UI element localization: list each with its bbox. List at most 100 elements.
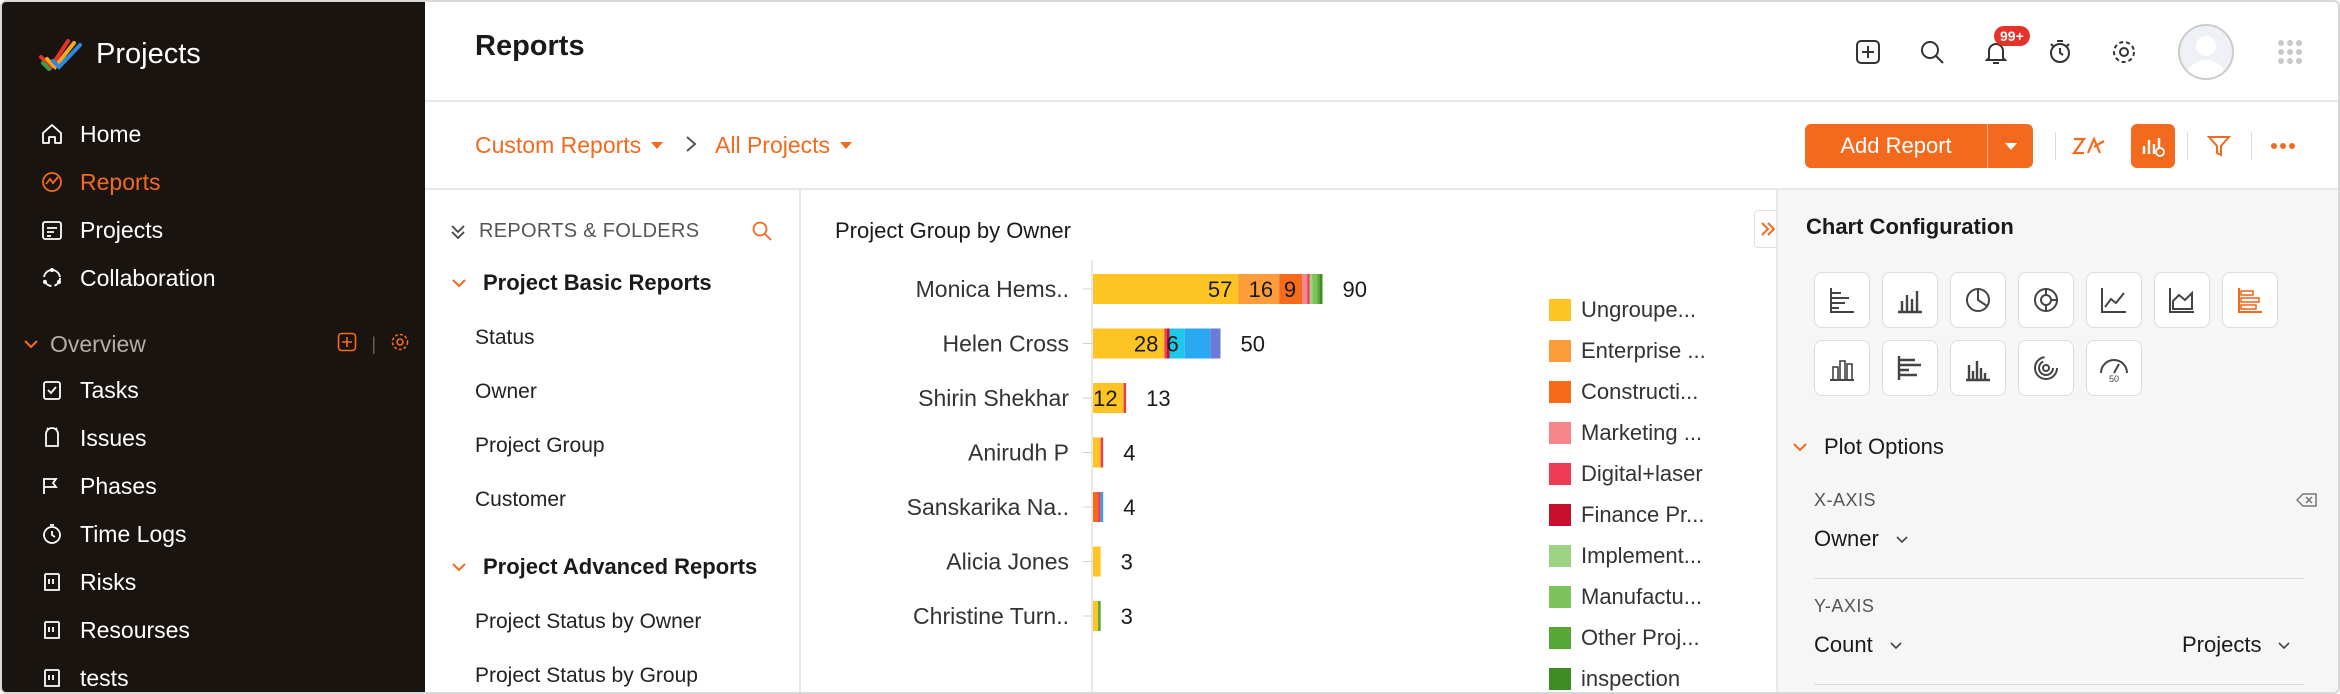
reports-folders-header[interactable]: REPORTS & FOLDERS bbox=[449, 220, 699, 243]
chart-type-histogram[interactable] bbox=[1950, 340, 2006, 396]
report-item-status[interactable]: Status bbox=[475, 326, 535, 349]
timer-icon[interactable] bbox=[2028, 20, 2092, 84]
notification-badge: 99+ bbox=[1994, 26, 2030, 46]
bar-segment[interactable] bbox=[1166, 328, 1170, 359]
sidebar-item-resources[interactable]: Resourses bbox=[38, 610, 190, 650]
all-projects-dropdown[interactable]: All Projects bbox=[715, 132, 853, 159]
clear-icon[interactable] bbox=[2295, 492, 2318, 513]
chart-type-pie[interactable] bbox=[1950, 272, 2006, 328]
bar-segment[interactable] bbox=[1098, 492, 1101, 522]
sidebar-item-timelogs[interactable]: Time Logs bbox=[38, 514, 187, 554]
total-label: 90 bbox=[1343, 277, 1367, 302]
bar-segment[interactable] bbox=[1317, 274, 1320, 304]
y-axis-measure-select[interactable]: Projects bbox=[2182, 632, 2293, 658]
bar-segment[interactable] bbox=[1184, 328, 1211, 359]
legend-item[interactable]: inspection bbox=[1549, 665, 1680, 692]
report-item-status-by-owner[interactable]: Project Status by Owner bbox=[475, 610, 702, 633]
zia-icon[interactable] bbox=[2067, 124, 2111, 168]
legend-swatch bbox=[1549, 422, 1571, 444]
bar-segment[interactable] bbox=[1098, 601, 1101, 631]
chart-type-gauge[interactable]: 50 bbox=[2086, 340, 2142, 396]
tasks-icon bbox=[38, 376, 66, 404]
sidebar-item-tests[interactable]: tests bbox=[38, 658, 129, 692]
add-new-icon[interactable] bbox=[1836, 20, 1900, 84]
chart-settings-icon[interactable] bbox=[2131, 124, 2175, 168]
bar-segment[interactable] bbox=[1279, 274, 1303, 304]
folder-project-advanced-reports[interactable]: Project Advanced Reports bbox=[449, 554, 757, 580]
bar-segment[interactable] bbox=[1093, 546, 1101, 577]
bar-segment[interactable] bbox=[1312, 274, 1318, 304]
legend-item[interactable]: Other Proj... bbox=[1549, 624, 1700, 652]
report-item-customer[interactable]: Customer bbox=[475, 488, 567, 511]
bar-segment[interactable] bbox=[1100, 437, 1104, 468]
x-axis-select[interactable]: Owner bbox=[1814, 526, 1911, 552]
chart-type-column[interactable] bbox=[1882, 272, 1938, 328]
legend-item[interactable]: Marketing ... bbox=[1549, 419, 1702, 447]
sidebar-item-projects[interactable]: Projects bbox=[38, 210, 163, 250]
folder-project-basic-reports[interactable]: Project Basic Reports bbox=[449, 270, 712, 296]
sidebar-item-reports[interactable]: Reports bbox=[38, 162, 161, 202]
legend-item[interactable]: Digital+laser bbox=[1549, 460, 1703, 488]
search-icon[interactable] bbox=[751, 220, 773, 247]
bar-segment[interactable] bbox=[1164, 328, 1167, 359]
filter-icon[interactable] bbox=[2197, 124, 2241, 168]
chart-type-stacked-bar[interactable] bbox=[2222, 272, 2278, 328]
chart-type-radial[interactable] bbox=[2018, 340, 2074, 396]
chart-type-line[interactable] bbox=[2086, 272, 2142, 328]
chart-type-area[interactable] bbox=[2154, 272, 2210, 328]
bar-segment[interactable] bbox=[1307, 274, 1310, 304]
add-report-button[interactable]: Add Report bbox=[1805, 124, 2033, 168]
gear-icon[interactable] bbox=[2092, 20, 2156, 84]
bar-segment[interactable] bbox=[1169, 328, 1185, 359]
bar-segment[interactable] bbox=[1123, 383, 1127, 413]
chart-type-donut[interactable] bbox=[2018, 272, 2074, 328]
legend-item[interactable]: Finance Pr... bbox=[1549, 501, 1705, 529]
custom-reports-dropdown[interactable]: Custom Reports bbox=[475, 132, 664, 159]
more-options-icon[interactable] bbox=[2261, 124, 2305, 168]
bar-segment[interactable] bbox=[1093, 274, 1239, 304]
chart-type-bar[interactable] bbox=[1814, 272, 1870, 328]
legend-item[interactable]: Ungroupe... bbox=[1549, 296, 1696, 324]
report-item-owner[interactable]: Owner bbox=[475, 380, 537, 403]
plot-options-header[interactable]: Plot Options bbox=[1790, 434, 1944, 460]
sidebar-item-phases[interactable]: Phases bbox=[38, 466, 157, 506]
bar-segment[interactable] bbox=[1210, 328, 1221, 359]
bar-segment[interactable] bbox=[1093, 383, 1124, 413]
legend-item[interactable]: Implement... bbox=[1549, 542, 1702, 570]
y-axis-aggregate-select[interactable]: Count bbox=[1814, 632, 1905, 658]
add-report-dropdown[interactable] bbox=[1987, 124, 2033, 168]
bar-segment[interactable] bbox=[1093, 601, 1099, 631]
chart-type-horizontal-bar[interactable] bbox=[1882, 340, 1938, 396]
legend-item[interactable]: Manufactu... bbox=[1549, 583, 1702, 611]
stacked-bar-chart: Monica Hems.. 57 16 9 90 Helen Cross 28 6 50 Shir… bbox=[907, 260, 1367, 692]
report-item-project-group[interactable]: Project Group bbox=[475, 434, 605, 457]
chart-type-stacked-column[interactable] bbox=[1814, 340, 1870, 396]
sidebar-section-overview[interactable]: Overview | bbox=[20, 324, 410, 364]
bar-chart-icon bbox=[1830, 288, 1854, 313]
brand[interactable]: Projects bbox=[38, 32, 201, 76]
bar-segment[interactable] bbox=[1238, 274, 1280, 304]
sidebar-item-home[interactable]: Home bbox=[38, 114, 141, 154]
bar-segment[interactable] bbox=[1302, 274, 1308, 304]
bar-segment[interactable] bbox=[1093, 437, 1101, 468]
apps-grid-icon[interactable] bbox=[2258, 20, 2322, 84]
bar-segment[interactable] bbox=[1093, 492, 1099, 522]
bar-segment[interactable] bbox=[1319, 274, 1323, 304]
notification-bell-icon[interactable]: 99+ bbox=[1964, 20, 2030, 84]
bar-segment[interactable] bbox=[1100, 492, 1104, 522]
sidebar-item-risks[interactable]: Risks bbox=[38, 562, 136, 602]
sidebar-item-tasks[interactable]: Tasks bbox=[38, 370, 139, 410]
sidebar-item-issues[interactable]: Issues bbox=[38, 418, 146, 458]
report-item-status-by-group[interactable]: Project Status by Group bbox=[475, 664, 698, 687]
search-icon[interactable] bbox=[1900, 20, 1964, 84]
add-icon[interactable] bbox=[337, 331, 357, 358]
avatar[interactable] bbox=[2178, 24, 2234, 80]
legend-item[interactable]: Constructi... bbox=[1549, 378, 1698, 406]
legend-swatch bbox=[1549, 627, 1571, 649]
bar-segment[interactable] bbox=[1309, 274, 1313, 304]
reports-folders-title: REPORTS & FOLDERS bbox=[479, 220, 700, 242]
bar-segment[interactable] bbox=[1093, 328, 1165, 359]
settings-icon[interactable] bbox=[390, 331, 410, 358]
legend-item[interactable]: Enterprise ... bbox=[1549, 337, 1706, 365]
sidebar-item-collaboration[interactable]: Collaboration bbox=[38, 258, 216, 298]
